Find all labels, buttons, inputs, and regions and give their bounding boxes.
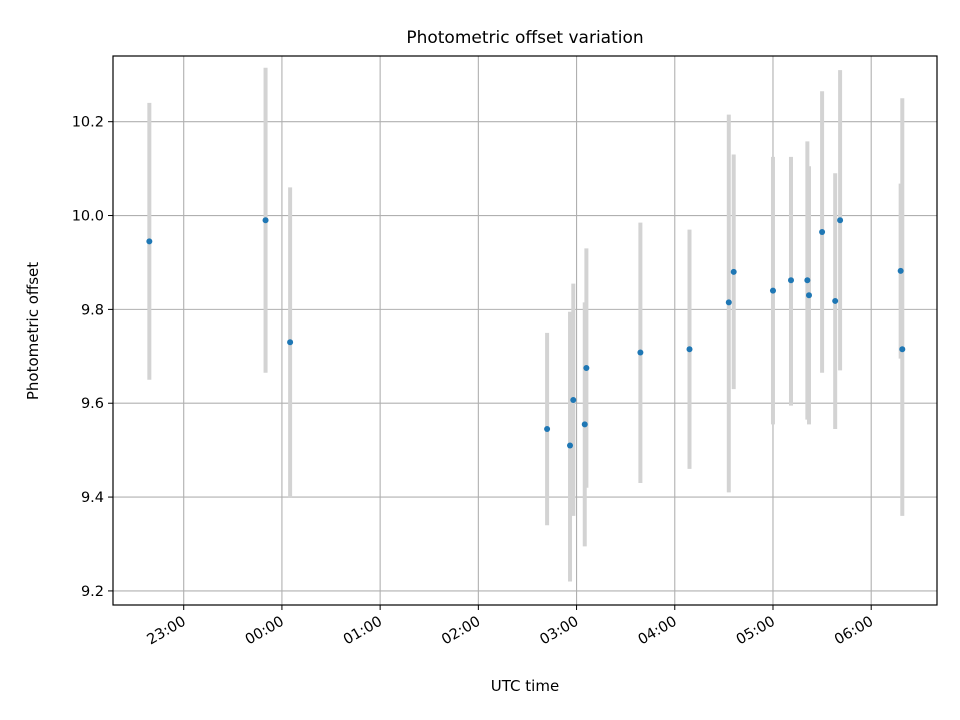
data-point [787, 277, 794, 284]
data-point [581, 421, 588, 428]
y-tick-label: 10.2 [72, 115, 104, 131]
data-point [583, 365, 590, 372]
data-point [287, 339, 294, 346]
data-point [567, 442, 574, 449]
data-point [769, 287, 776, 294]
data-point [837, 217, 844, 224]
y-tick-label: 9.8 [81, 302, 104, 318]
y-axis-label: Photometric offset [24, 262, 42, 400]
data-point [804, 277, 811, 284]
data-point [805, 292, 812, 299]
data-point [832, 297, 839, 304]
y-tick-label: 9.6 [81, 396, 104, 412]
data-point [897, 267, 904, 274]
data-point [686, 346, 693, 353]
data-point [262, 217, 269, 224]
data-point [544, 426, 551, 433]
y-tick-label: 9.2 [81, 584, 104, 600]
data-point [730, 268, 737, 275]
data-point [146, 238, 153, 245]
plot-frame [112, 55, 938, 606]
y-tick-label: 9.4 [81, 490, 104, 506]
data-point [819, 228, 826, 235]
data-point [637, 349, 644, 356]
chart-title: Photometric offset variation [406, 28, 643, 48]
data-point [899, 346, 906, 353]
data-point [725, 299, 732, 306]
grid [113, 56, 937, 605]
data-points [146, 217, 906, 449]
x-axis-label: UTC time [491, 677, 559, 695]
y-tick-label: 10.0 [72, 209, 104, 225]
data-point [570, 396, 577, 403]
